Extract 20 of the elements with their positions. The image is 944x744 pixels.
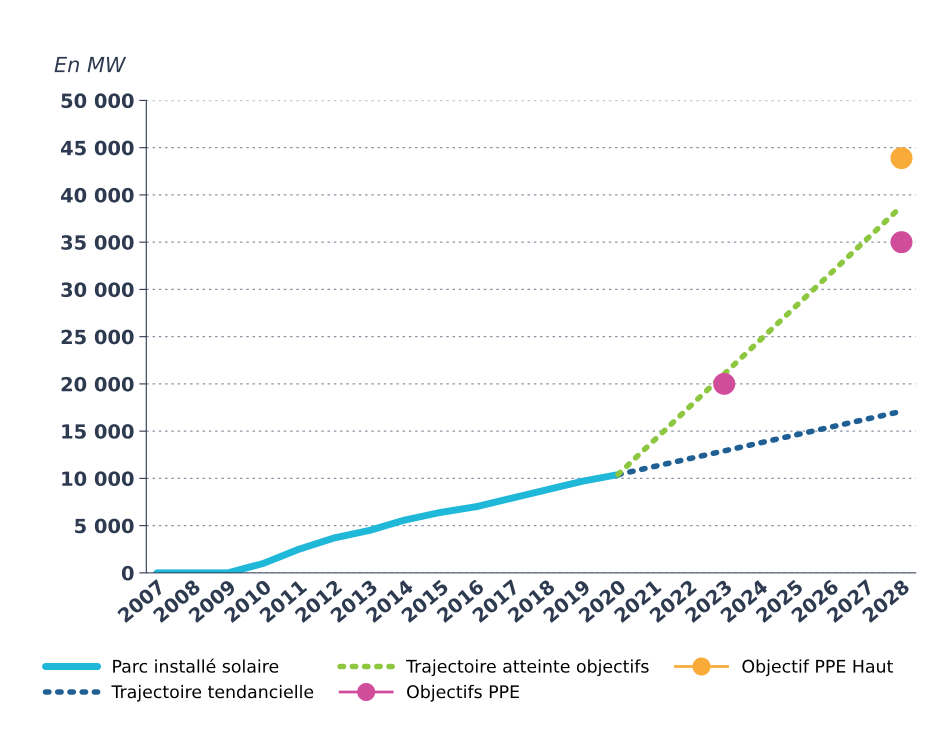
y-tick-label: 10 000 — [62, 471, 134, 486]
y-tick-label: 50 000 — [62, 93, 134, 108]
legend-label: Objectifs PPE — [407, 684, 519, 702]
y-tick-label: 15 000 — [62, 424, 134, 439]
point — [713, 372, 736, 395]
y-tick-label: 45 000 — [60, 140, 134, 156]
legend-label: Parc installé solaire — [113, 658, 278, 673]
point — [890, 147, 912, 170]
point — [890, 231, 912, 254]
y-tick-label: 5 000 — [75, 518, 134, 534]
legend-label: Trajectoire atteinte objectifs — [406, 659, 649, 676]
y-tick-label: 30 000 — [61, 282, 134, 298]
legend-label: Trajectoire tendancielle — [111, 684, 314, 702]
y-tick-label: 0 — [122, 566, 134, 581]
legend-label: Objectif PPE Haut — [742, 659, 893, 676]
y-axis-title: En MW — [54, 56, 126, 72]
y-tick-label: 25 000 — [62, 330, 134, 344]
y-tick-label: 20 000 — [62, 376, 134, 392]
y-tick-label: 35 000 — [61, 235, 134, 250]
y-tick-label: 40 000 — [60, 188, 134, 203]
